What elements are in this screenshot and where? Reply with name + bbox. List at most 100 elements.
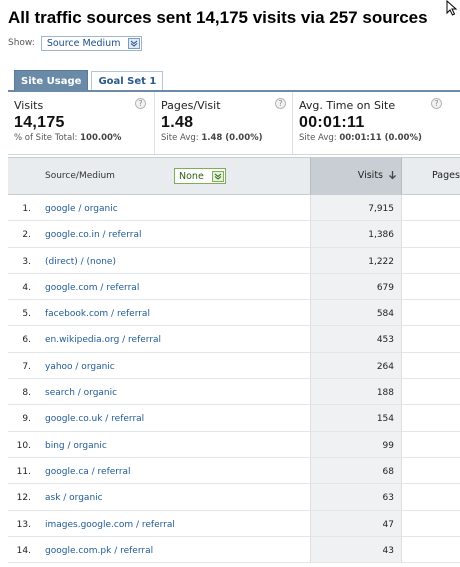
metric-avg-time: Avg. Time on Site 00:01:11 Site Avg: 00:… [293, 92, 460, 154]
show-selector-row: Show: Source Medium [8, 34, 143, 52]
secondary-dimension-value: None [179, 170, 204, 182]
visits-cell: 154 [310, 405, 402, 431]
source-medium-link[interactable]: ask / organic [45, 493, 103, 504]
secondary-dimension-dropdown[interactable]: None [174, 168, 226, 184]
row-number: 10. [16, 440, 31, 451]
visits-cell: 264 [310, 352, 402, 379]
row-number: 3. [22, 256, 31, 267]
visits-cell: 7,915 [310, 195, 402, 221]
table-row: 12. ask / organic 63 [8, 484, 460, 511]
table-row: 6. en.wikipedia.org / referral 453 [8, 326, 460, 353]
metric-visits: Visits 14,175 % of Site Total: 100.00% ? [8, 92, 155, 154]
source-medium-link[interactable]: google / organic [45, 204, 118, 214]
metric-pages-visit-sub: Site Avg: 1.48 (0.00%) [161, 133, 263, 143]
table-body: 1. google / organic 7,915 2. google.co.in / … [8, 195, 460, 564]
visits-value: 584 [376, 309, 394, 320]
visits-cell: 47 [310, 510, 402, 536]
row-number: 9. [22, 414, 31, 425]
table-row: 1. google / organic 7,915 [8, 195, 460, 222]
source-medium-link[interactable]: google.co.uk / referral [45, 414, 145, 425]
metric-pages-visit-value: 1.48 [161, 114, 194, 131]
visits-value: 679 [376, 282, 394, 293]
table-row: 14. google.com.pk / referral 43 [8, 536, 460, 564]
visits-value: 43 [382, 545, 394, 556]
metric-avg-time-sub: Site Avg: 00:01:11 (0.00%) [299, 133, 422, 143]
metric-avg-time-label: Avg. Time on Site [299, 99, 396, 112]
source-medium-link[interactable]: google.com.pk / referral [45, 545, 154, 556]
sort-descending-icon [389, 171, 396, 180]
row-number: 8. [22, 388, 31, 399]
metric-visits-value: 14,175 [14, 114, 65, 131]
visits-cell: 1,222 [310, 247, 402, 273]
metrics-summary: Visits 14,175 % of Site Total: 100.00% ?… [8, 92, 460, 155]
source-medium-link[interactable]: facebook.com / referral [45, 309, 150, 320]
source-medium-link[interactable]: search / organic [45, 388, 118, 399]
tab-bar: Site Usage Goal Set 1 [14, 70, 164, 91]
help-icon[interactable]: ? [431, 98, 442, 109]
metric-visits-label: Visits [14, 99, 44, 112]
show-label: Show: [8, 38, 35, 48]
mouse-cursor-icon [446, 0, 458, 16]
tab-underline [8, 90, 460, 92]
source-medium-link[interactable]: images.google.com / referral [45, 519, 175, 530]
column-header-visits[interactable]: Visits [310, 158, 402, 194]
table-row: 10. bing / organic 99 [8, 431, 460, 458]
chevron-down-icon [128, 37, 141, 49]
visits-cell: 99 [310, 431, 402, 457]
visits-value: 1,222 [368, 256, 394, 267]
visits-value: 264 [376, 361, 394, 372]
visits-cell: 188 [310, 379, 402, 405]
secondary-dimension: None [174, 168, 226, 184]
visits-cell: 68 [310, 457, 402, 484]
metric-pages-visit-label: Pages/Visit [161, 99, 221, 112]
help-icon[interactable]: ? [135, 98, 146, 109]
table-row: 13. images.google.com / referral 47 [8, 510, 460, 537]
row-number: 4. [22, 282, 31, 293]
source-medium-link[interactable]: yahoo / organic [45, 361, 115, 372]
visits-cell: 1,386 [310, 221, 402, 247]
row-number: 1. [22, 204, 31, 214]
show-dropdown[interactable]: Source Medium [40, 35, 143, 51]
row-number: 13. [16, 519, 31, 530]
source-medium-link[interactable]: (direct) / (none) [45, 256, 116, 267]
row-number: 12. [16, 493, 31, 504]
table-row: 3. (direct) / (none) 1,222 [8, 247, 460, 274]
table-row: 11. google.ca / referral 68 [8, 457, 460, 485]
metric-avg-time-value: 00:01:11 [299, 114, 365, 131]
row-number: 5. [22, 309, 31, 320]
visits-value: 188 [376, 388, 394, 399]
page-title: All traffic sources sent 14,175 visits v… [8, 8, 428, 27]
table-row: 8. search / organic 188 [8, 379, 460, 406]
visits-value: 453 [376, 335, 394, 346]
help-icon[interactable]: ? [275, 98, 286, 109]
column-header-visits-label: Visits [357, 170, 383, 181]
visits-cell: 584 [310, 300, 402, 326]
visits-value: 99 [382, 440, 394, 451]
tab-goal-set-1[interactable]: Goal Set 1 [91, 71, 164, 91]
table-row: 2. google.co.in / referral 1,386 [8, 221, 460, 248]
tab-site-usage[interactable]: Site Usage [14, 70, 89, 91]
metric-visits-sub: % of Site Total: 100.00% [14, 133, 122, 143]
row-number: 11. [16, 466, 31, 477]
source-medium-link[interactable]: google.co.in / referral [45, 230, 142, 241]
visits-cell: 43 [310, 536, 402, 563]
row-number: 6. [22, 335, 31, 346]
source-medium-link[interactable]: google.ca / referral [45, 466, 131, 477]
visits-value: 7,915 [368, 204, 394, 214]
source-medium-link[interactable]: google.com / referral [45, 282, 140, 293]
row-number: 7. [22, 361, 31, 372]
visits-cell: 453 [310, 326, 402, 352]
column-header-pages[interactable]: Pages [432, 170, 460, 181]
table-row: 4. google.com / referral 679 [8, 273, 460, 301]
table-row: 7. yahoo / organic 264 [8, 352, 460, 380]
column-header-source-medium[interactable]: Source/Medium [45, 171, 115, 181]
table-row: 5. facebook.com / referral 584 [8, 300, 460, 327]
table-row: 9. google.co.uk / referral 154 [8, 405, 460, 432]
visits-value: 47 [382, 519, 394, 530]
source-medium-link[interactable]: bing / organic [45, 440, 107, 451]
table-header: Source/Medium None Visits Pages [8, 157, 460, 195]
show-dropdown-value: Source Medium [46, 37, 121, 49]
visits-cell: 679 [310, 273, 402, 300]
visits-value: 68 [382, 466, 394, 477]
source-medium-link[interactable]: en.wikipedia.org / referral [45, 335, 162, 346]
